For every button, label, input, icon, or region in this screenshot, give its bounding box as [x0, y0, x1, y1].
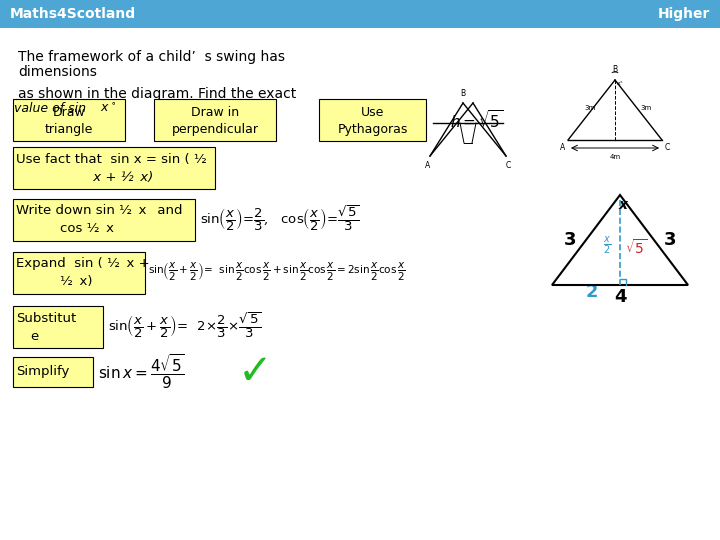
Text: ✓: ✓ [238, 351, 272, 393]
FancyBboxPatch shape [319, 99, 426, 141]
Text: Write down sin ½ x  and: Write down sin ½ x and [16, 205, 182, 218]
Text: x°: x° [617, 81, 624, 86]
FancyBboxPatch shape [13, 99, 125, 141]
Text: 3: 3 [564, 231, 576, 249]
FancyBboxPatch shape [13, 357, 93, 387]
Text: as shown in the diagram. Find the exact: as shown in the diagram. Find the exact [18, 87, 296, 101]
Text: e: e [30, 329, 38, 342]
Text: dimensions: dimensions [18, 65, 97, 79]
Text: Draw: Draw [53, 106, 86, 119]
Text: perpendicular: perpendicular [171, 123, 258, 136]
Text: Simplify: Simplify [16, 366, 69, 379]
Text: Draw in: Draw in [191, 106, 239, 119]
FancyBboxPatch shape [13, 252, 145, 294]
Text: A: A [559, 143, 565, 152]
Bar [0, 0, 720, 28]
Text: 3m: 3m [641, 105, 652, 111]
Text: 3: 3 [664, 231, 676, 249]
Text: $\sin x = \dfrac{4\sqrt{5}}{9}$: $\sin x = \dfrac{4\sqrt{5}}{9}$ [98, 353, 184, 392]
Text: $h = \sqrt{5}$: $h = \sqrt{5}$ [450, 109, 503, 131]
Text: Maths4Scotland: Maths4Scotland [10, 7, 136, 21]
Text: Expand  sin ( ½ x +: Expand sin ( ½ x + [16, 258, 150, 271]
Text: $\sin\!\left(\dfrac{x}{2}\right)\!=\!\dfrac{2}{3}$,   $\cos\!\left(\dfrac{x}{2}\: $\sin\!\left(\dfrac{x}{2}\right)\!=\!\df… [200, 203, 360, 233]
Text: The framework of a child’  s swing has: The framework of a child’ s swing has [18, 50, 285, 64]
Text: B: B [460, 89, 466, 98]
Text: Pythagoras: Pythagoras [337, 123, 408, 136]
Text: triangle: triangle [45, 123, 93, 136]
FancyBboxPatch shape [13, 199, 195, 241]
Text: 2: 2 [586, 283, 598, 301]
Text: ½ x): ½ x) [60, 275, 92, 288]
Text: $\sin\!\left(\dfrac{x}{2}+\dfrac{x}{2}\right)\!=\!$  $\sin\dfrac{x}{2}\cos\dfrac: $\sin\!\left(\dfrac{x}{2}+\dfrac{x}{2}\r… [148, 260, 406, 282]
FancyBboxPatch shape [154, 99, 276, 141]
Text: $x^\circ$: $x^\circ$ [100, 102, 116, 115]
FancyBboxPatch shape [13, 147, 215, 189]
Text: Use: Use [361, 106, 384, 119]
Text: $\sin\!\left(\dfrac{x}{2}+\dfrac{x}{2}\right)\!=\!$  $2\!\times\!\dfrac{2}{3}\!\: $\sin\!\left(\dfrac{x}{2}+\dfrac{x}{2}\r… [108, 310, 261, 340]
Text: 4: 4 [613, 288, 626, 306]
Text: x: x [618, 198, 628, 212]
Text: 3m: 3m [585, 105, 595, 111]
Text: 4m: 4m [609, 154, 621, 160]
Text: Use fact that  sin x = sin ( ½: Use fact that sin x = sin ( ½ [16, 152, 207, 165]
Text: B: B [613, 65, 618, 74]
Text: A: A [426, 161, 431, 170]
Text: Higher: Higher [657, 7, 710, 21]
Text: $\frac{x}{2}$: $\frac{x}{2}$ [603, 234, 611, 256]
Text: $\sqrt{5}$: $\sqrt{5}$ [625, 239, 647, 258]
Text: x + ½ x): x + ½ x) [80, 171, 153, 184]
Text: value of sin: value of sin [14, 102, 90, 115]
Text: Substitut: Substitut [16, 312, 76, 325]
Text: cos ½ x: cos ½ x [60, 222, 114, 235]
Text: C: C [665, 143, 670, 152]
Text: C: C [505, 161, 510, 170]
FancyBboxPatch shape [13, 306, 103, 348]
